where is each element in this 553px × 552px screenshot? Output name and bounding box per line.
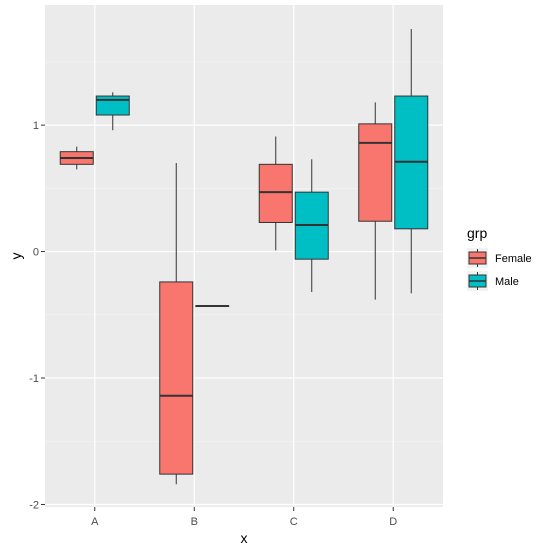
legend: grp Female Male (467, 225, 532, 291)
legend-title: grp (467, 225, 487, 241)
grid-lines (45, 5, 443, 507)
x-axis: A B C D (91, 507, 397, 528)
box-body (258, 163, 293, 223)
y-axis: -2 -1 0 1 (29, 120, 45, 511)
box-male-C (294, 159, 329, 293)
x-tick-label: A (91, 516, 99, 528)
x-tick-label: B (191, 516, 198, 528)
y-tick-label: 0 (33, 247, 39, 259)
legend-key-female (467, 248, 488, 268)
x-axis-title: x (241, 530, 248, 546)
y-tick-label: 1 (33, 120, 39, 132)
box-body (159, 281, 194, 475)
box-female-C (258, 136, 293, 251)
x-tick-label: C (290, 516, 298, 528)
y-tick-label: -2 (29, 499, 39, 511)
legend-label-male: Male (495, 276, 519, 288)
box-female-A (59, 146, 94, 170)
box-layer (59, 29, 429, 485)
legend-label-female: Female (495, 253, 532, 265)
x-tick-label: D (389, 516, 397, 528)
box-body (358, 123, 393, 222)
box-male-A (95, 92, 130, 131)
box-female-D (358, 102, 393, 300)
panel-background (45, 5, 443, 507)
y-tick-label: -1 (29, 373, 39, 385)
y-axis-title: y (8, 253, 24, 260)
box-male-D (394, 29, 429, 294)
legend-key-male (467, 271, 488, 291)
box-female-B (159, 163, 194, 485)
box-male-B (195, 304, 230, 307)
